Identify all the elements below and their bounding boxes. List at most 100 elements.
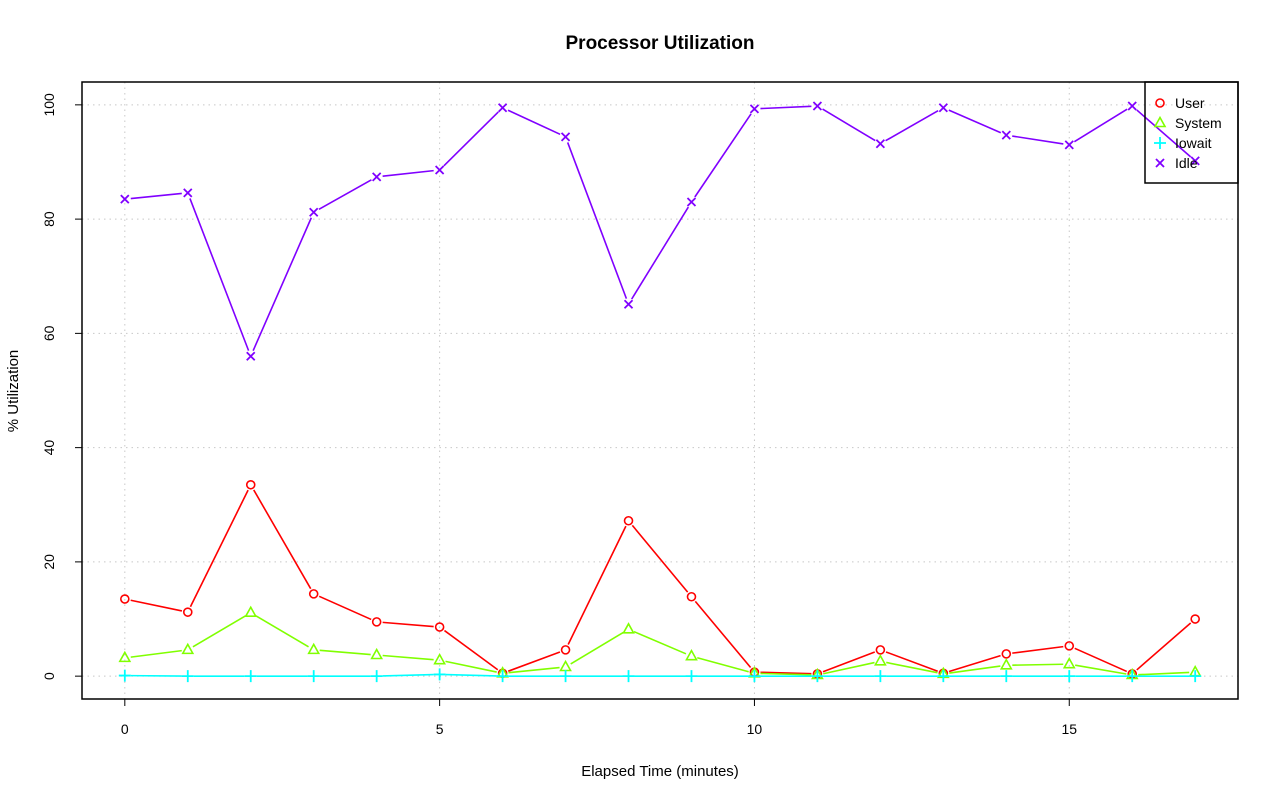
y-tick-label: 20 <box>41 554 57 570</box>
x-tick-label: 0 <box>121 721 129 737</box>
legend-item-user: User <box>1156 95 1205 111</box>
series-line-segment-idle <box>190 198 249 350</box>
series-line-segment-system <box>193 616 246 647</box>
data-point-idle <box>1065 141 1073 149</box>
data-point-idle <box>310 208 318 216</box>
series-line-segment-system <box>1075 665 1126 674</box>
series-line-segment-system <box>634 632 686 654</box>
data-point-user <box>562 646 570 654</box>
series-group <box>119 102 1201 682</box>
data-point-user <box>687 593 695 601</box>
series-line-segment-system <box>256 616 309 647</box>
series-line-segment-user <box>1137 623 1191 670</box>
data-point-system <box>183 644 193 653</box>
data-point-idle <box>687 198 695 206</box>
x-tick-label: 15 <box>1061 721 1077 737</box>
plot-frame <box>82 82 1238 699</box>
data-point-iowait <box>1189 670 1201 682</box>
data-point-iowait <box>119 670 131 682</box>
series-line-segment-system <box>1138 672 1189 674</box>
series-line-segment-idle <box>760 106 811 108</box>
series-line-segment-idle <box>632 207 689 299</box>
series-line-segment-idle <box>886 111 939 141</box>
series-line-segment-user <box>568 526 626 644</box>
y-tick-label: 80 <box>41 211 57 227</box>
data-point-system <box>875 656 885 665</box>
series-line-segment-system <box>571 632 624 664</box>
data-point-idle <box>1002 131 1010 139</box>
legend-item-iowait: Iowait <box>1154 135 1212 151</box>
data-point-system <box>1001 660 1011 669</box>
legend-label: Iowait <box>1175 135 1212 151</box>
series-line-segment-idle <box>131 193 182 198</box>
legend-item-system: System <box>1155 115 1222 131</box>
x-tick-label: 5 <box>436 721 444 737</box>
series-line-segment-idle <box>508 110 560 134</box>
data-point-iowait <box>1000 670 1012 682</box>
series-line-segment-user <box>1075 648 1127 671</box>
data-point-system <box>561 662 571 671</box>
series-line-segment-user <box>632 525 687 592</box>
series-line-segment-idle <box>1012 136 1063 144</box>
legend-marker-system <box>1155 118 1165 127</box>
series-line-segment-system <box>383 655 434 659</box>
series-idle <box>121 102 1199 360</box>
data-point-iowait <box>874 670 886 682</box>
series-line-segment-iowait <box>446 675 497 676</box>
data-point-user <box>1191 615 1199 623</box>
data-point-idle <box>562 133 570 141</box>
data-point-idle <box>184 189 192 197</box>
series-line-segment-idle <box>823 109 876 141</box>
series-line-segment-system <box>697 658 748 672</box>
series-line-segment-user <box>190 490 248 607</box>
series-line-segment-idle <box>695 114 751 197</box>
series-iowait <box>119 668 1201 682</box>
data-point-idle <box>121 195 129 203</box>
y-tick-label: 100 <box>41 93 57 117</box>
data-point-user <box>247 481 255 489</box>
series-line-segment-user <box>383 622 434 626</box>
y-tick-label: 40 <box>41 440 57 456</box>
series-line-segment-idle <box>1074 109 1127 142</box>
series-line-segment-idle <box>253 218 311 351</box>
data-point-idle <box>876 140 884 148</box>
legend-marker-iowait <box>1154 137 1166 149</box>
x-axis-label: Elapsed Time (minutes) <box>581 763 739 780</box>
data-point-iowait <box>1063 670 1075 682</box>
series-line-segment-idle <box>568 142 627 298</box>
series-user <box>121 481 1199 678</box>
legend-marker-idle <box>1156 159 1164 167</box>
data-point-idle <box>499 104 507 112</box>
series-line-segment-user <box>254 490 311 589</box>
series-line-segment-user <box>131 600 182 611</box>
series-line-segment-system <box>1012 664 1063 665</box>
data-point-idle <box>247 352 255 360</box>
chart-title: Processor Utilization <box>566 33 755 54</box>
data-point-system <box>624 624 634 633</box>
legend: User System Iowait Idle <box>1145 82 1238 183</box>
legend-item-idle: Idle <box>1156 155 1198 171</box>
data-point-idle <box>750 105 758 113</box>
data-point-iowait <box>623 670 635 682</box>
grid <box>82 82 1238 699</box>
data-point-user <box>184 608 192 616</box>
data-point-idle <box>813 102 821 110</box>
series-line-segment-user <box>444 631 497 670</box>
data-point-user <box>310 590 318 598</box>
data-point-idle <box>1128 102 1136 110</box>
series-line-segment-idle <box>444 112 498 166</box>
data-point-system <box>435 655 445 664</box>
series-line-segment-idle <box>319 180 372 210</box>
data-point-idle <box>625 300 633 308</box>
data-point-idle <box>373 173 381 181</box>
series-line-segment-user <box>319 596 371 619</box>
series-system <box>120 607 1200 678</box>
data-point-user <box>373 618 381 626</box>
data-point-iowait <box>434 668 446 680</box>
y-axis-label: % Utilization <box>5 350 22 433</box>
legend-marker-user <box>1156 99 1164 107</box>
legend-label: User <box>1175 95 1205 111</box>
series-line-segment-system <box>320 650 371 654</box>
